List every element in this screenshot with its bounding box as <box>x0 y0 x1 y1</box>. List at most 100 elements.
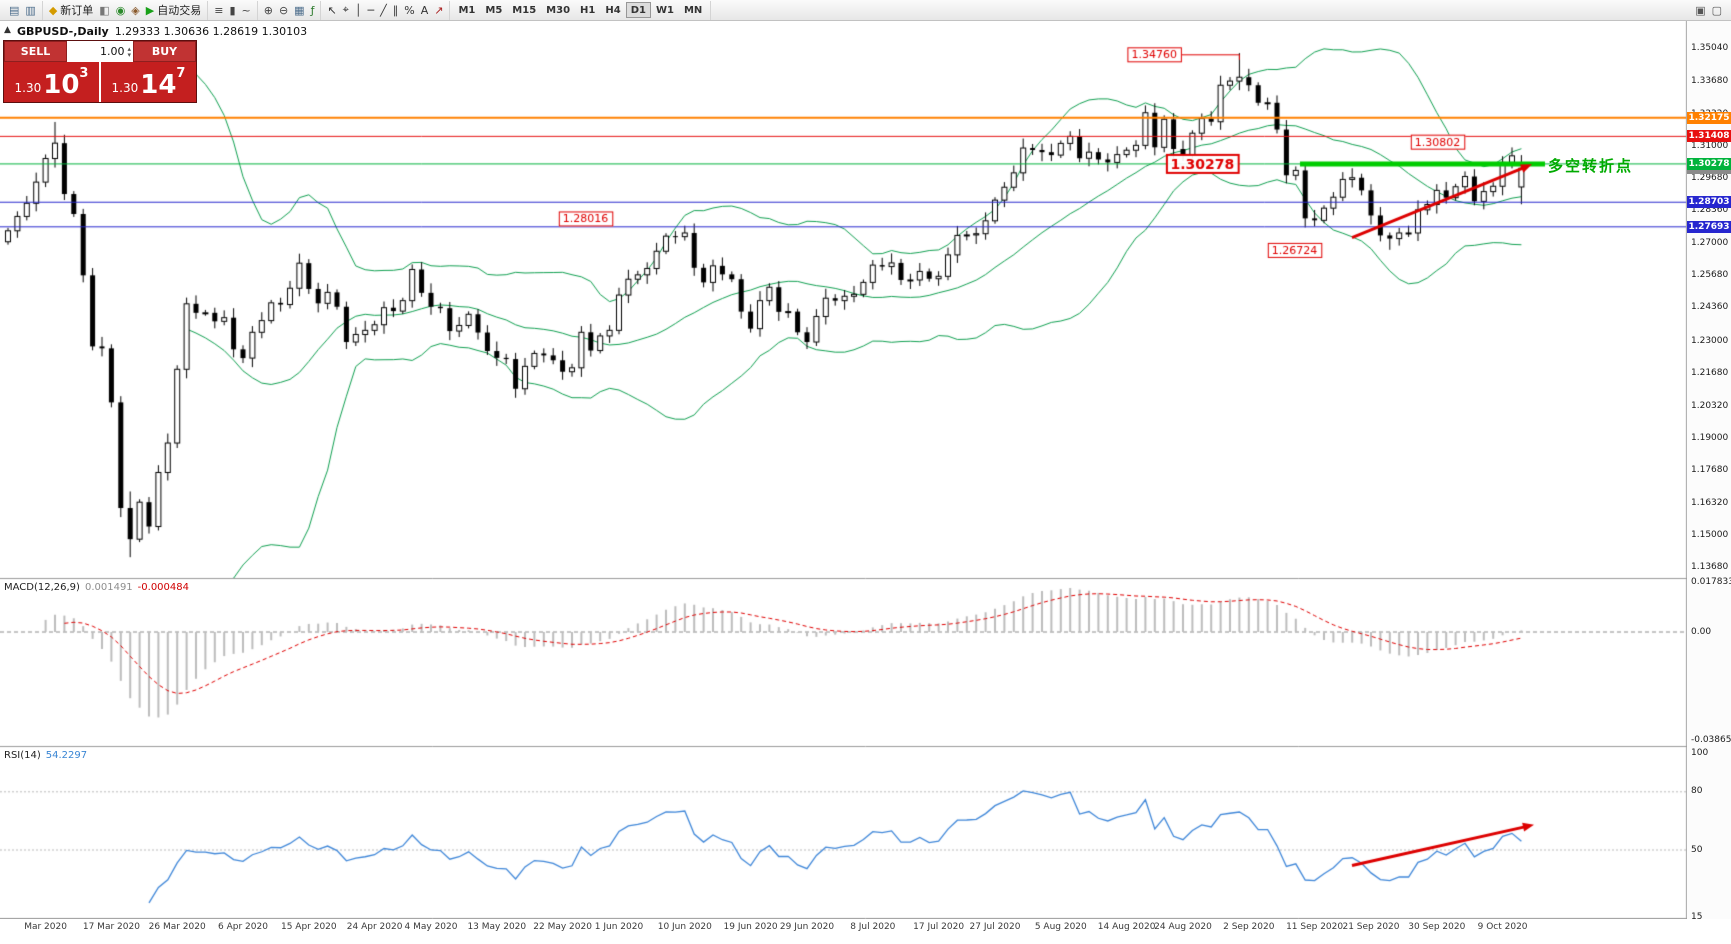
fibonacci-icon[interactable]: % <box>401 1 417 19</box>
date-label: 24 Apr 2020 <box>346 922 403 932</box>
new-chart-icon[interactable]: ▤ <box>6 1 22 19</box>
timeframe-h4[interactable]: H4 <box>600 2 625 18</box>
date-label: 17 Jul 2020 <box>913 922 965 932</box>
date-label: 26 Mar 2020 <box>148 922 206 932</box>
zoom-out-icon[interactable]: ⊖ <box>276 1 291 19</box>
price-tick: 1.15000 <box>1691 530 1729 541</box>
strategy-tester-icon[interactable]: ◈ <box>128 1 142 19</box>
rsi-name: RSI(14) <box>4 750 41 761</box>
sell-price-small: 1.30 <box>14 81 42 95</box>
text-icon[interactable]: A <box>418 1 432 19</box>
line-chart-icon: ~ <box>241 3 251 17</box>
timeframe-m15[interactable]: M15 <box>507 2 541 18</box>
text-icon: A <box>420 3 429 17</box>
time-scale[interactable]: Mar 2020 17 Mar 2020 26 Mar 2020 6 Apr 2020… <box>0 919 1687 944</box>
trendline-icon[interactable]: ╱ <box>377 1 390 19</box>
help-icon[interactable]: ▢ <box>1709 1 1725 19</box>
buy-price-small: 1.30 <box>111 81 139 95</box>
date-label: 21 Sep 2020 <box>1342 922 1400 932</box>
cursor-icon[interactable]: ↖ <box>324 1 339 19</box>
timeframe-m5[interactable]: M5 <box>480 2 507 18</box>
cursor-icon: ↖ <box>327 3 337 17</box>
macd-tick: 0.017833 <box>1691 576 1731 587</box>
volume-down-icon[interactable]: ▾ <box>127 50 131 59</box>
tile-windows-icon[interactable]: ▦ <box>291 1 307 19</box>
date-label: 1 Jun 2020 <box>594 922 644 932</box>
date-label: 9 Oct 2020 <box>1477 922 1528 932</box>
crosshair-icon[interactable]: ⌖ <box>340 1 352 19</box>
price-tick: 1.21680 <box>1691 367 1729 378</box>
symbol-ohlc: 1.29333 1.30636 1.28619 1.30103 <box>114 25 308 38</box>
volume-stepper[interactable]: 1.00 ▴ ▾ <box>67 41 133 62</box>
indicators-icon: ƒ <box>310 3 315 17</box>
timeframe-m30[interactable]: M30 <box>541 2 575 18</box>
date-label: 14 Aug 2020 <box>1097 922 1156 932</box>
macd-value-signal: -0.000484 <box>137 582 189 593</box>
timeframe-w1[interactable]: W1 <box>651 2 679 18</box>
buy-button[interactable]: BUY <box>133 41 196 62</box>
price-tick: 1.24360 <box>1691 302 1729 313</box>
indicators-icon[interactable]: ƒ <box>308 1 318 19</box>
chart-profiles-icon[interactable]: ▥ <box>22 1 38 19</box>
zoom-in-icon[interactable]: ⊕ <box>261 1 276 19</box>
sell-price-sup: 3 <box>79 66 89 81</box>
timeframe-d1[interactable]: D1 <box>625 2 651 18</box>
macd-name: MACD(12,26,9) <box>4 582 80 593</box>
symbol-title: GBPUSD-,Daily <box>17 25 109 38</box>
sell-button[interactable]: SELL <box>4 41 67 62</box>
timeframe-m1[interactable]: M1 <box>453 2 480 18</box>
timeframe-mn[interactable]: MN <box>679 2 707 18</box>
price-tag: 1.30278 <box>1687 157 1731 170</box>
price-tag: 1.31408 <box>1687 130 1731 143</box>
autotrade-button[interactable]: ▶ 自动交易 <box>143 1 204 19</box>
candle-chart-icon[interactable]: ▮ <box>226 1 238 19</box>
new-order-button[interactable]: ◆ 新订单 <box>46 1 96 19</box>
timeframe-h1[interactable]: H1 <box>575 2 600 18</box>
price-tick: 1.35040 <box>1691 42 1729 53</box>
bar-chart-icon[interactable]: ≡ <box>211 1 226 19</box>
price-tick: 1.27000 <box>1691 238 1729 249</box>
channel-icon[interactable]: ∥ <box>390 1 402 19</box>
data-window-icon[interactable]: ◉ <box>113 1 129 19</box>
sell-price-big: 10 <box>43 70 80 100</box>
horizontal-line-icon[interactable]: ─ <box>365 1 378 19</box>
annotation-text: 多空转折点 <box>1548 156 1634 175</box>
date-label: 19 Jun 2020 <box>723 922 778 932</box>
horizontal-line-icon: ─ <box>367 3 375 17</box>
one-click-toggle-icon[interactable]: ▲ <box>4 25 11 35</box>
arrows-icon[interactable]: ↗ <box>431 1 446 19</box>
window-list-icon[interactable]: ▣ <box>1692 1 1708 19</box>
chart-shift-icon: ◧ <box>99 3 110 17</box>
volume-value[interactable]: 1.00 <box>99 45 125 58</box>
fibonacci-icon: % <box>404 3 415 17</box>
price-tick: 1.33680 <box>1691 75 1729 86</box>
date-label: 10 Jun 2020 <box>657 922 712 932</box>
price-tick: 1.25680 <box>1691 270 1729 281</box>
price-tick: 1.20320 <box>1691 400 1729 411</box>
window-list-icon: ▣ <box>1695 3 1706 17</box>
volume-up-icon[interactable]: ▴ <box>127 44 131 53</box>
date-label: 2 Sep 2020 <box>1223 922 1275 932</box>
sell-price-display: 1.30 10 3 <box>4 62 99 102</box>
vertical-line-icon[interactable]: │ <box>352 1 365 19</box>
date-label: 13 May 2020 <box>467 922 527 932</box>
date-label: 24 Aug 2020 <box>1154 922 1212 932</box>
macd-tick: -0.038659 <box>1691 734 1731 745</box>
toolbar: ▤ ▥ ◆ 新订单 ◧ ◉ ◈ ▶ 自动交易 ≡ ▮ ~ ⊕ ⊖ ▦ ƒ ↖ ⌖ │ ─ ╱ ∥% A ↗ M1 M5 M15 M30… <box>0 0 1731 21</box>
chart-shift-icon[interactable]: ◧ <box>96 1 112 19</box>
rsi-tick: 80 <box>1691 786 1703 797</box>
one-click-trade-panel: SELL 1.00 ▴ ▾ BUY 1.30 10 3 1.30 14 7 <box>3 40 197 103</box>
autotrade-button-label: 自动交易 <box>157 4 202 17</box>
trendline-icon: ╱ <box>380 3 387 17</box>
buy-price-display: 1.30 14 7 <box>101 62 196 102</box>
new-order-icon: ◆ <box>48 3 58 17</box>
price-scale[interactable]: 1.350401.336801.323201.310001.296801.283… <box>1687 20 1731 922</box>
price-tick: 1.29680 <box>1691 172 1729 183</box>
vertical-line-icon: │ <box>354 3 362 17</box>
new-order-button-label: 新订单 <box>60 4 94 17</box>
line-chart-icon[interactable]: ~ <box>239 1 254 19</box>
price-tag: 1.28703 <box>1687 196 1731 209</box>
crosshair-icon: ⌖ <box>342 3 349 16</box>
